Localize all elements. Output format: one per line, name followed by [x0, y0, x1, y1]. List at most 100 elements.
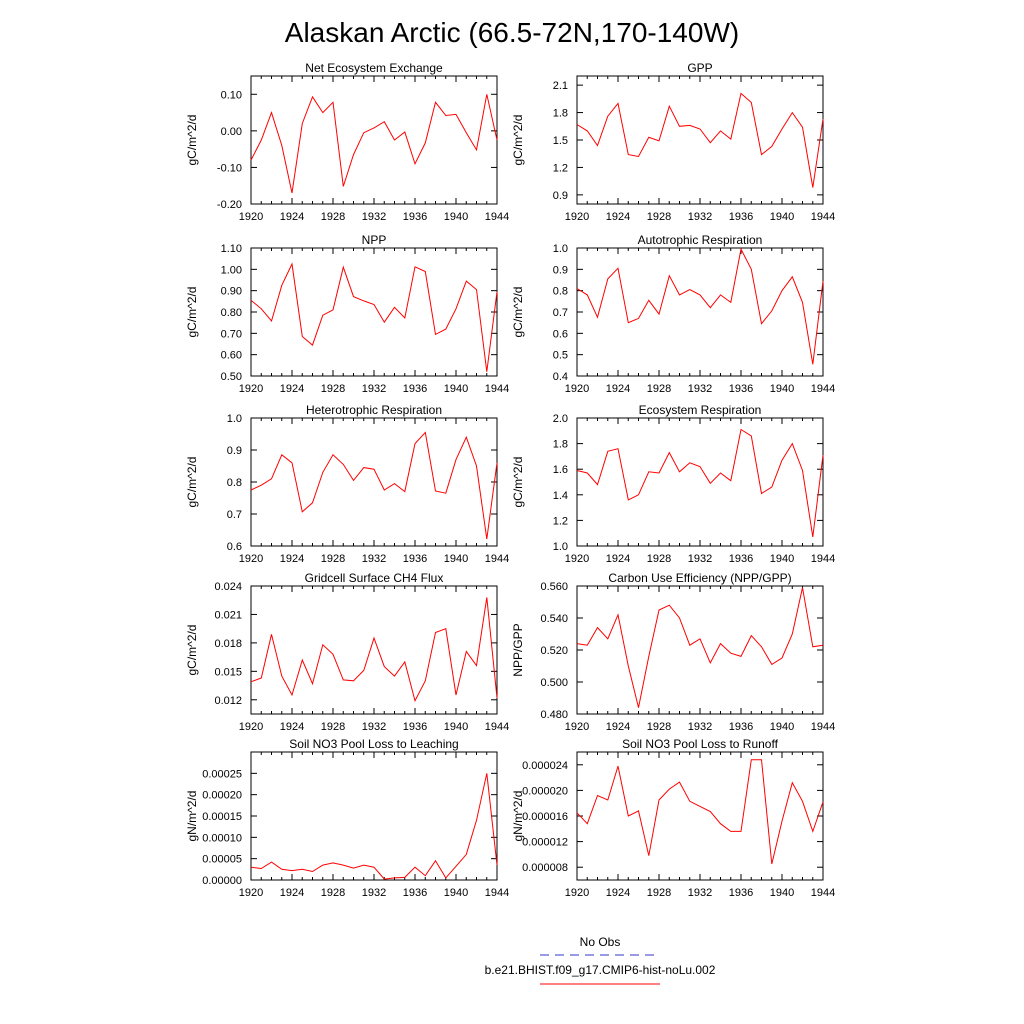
- x-tick-label: 1924: [606, 721, 630, 733]
- x-tick-label: 1924: [606, 383, 630, 395]
- x-tick-label: 1936: [403, 211, 427, 223]
- y-tick-label: 0.00: [221, 126, 242, 138]
- x-tick-label: 1944: [811, 383, 835, 395]
- x-tick-label: 1932: [688, 383, 712, 395]
- x-tick-label: 1920: [565, 887, 589, 899]
- x-tick-label: 1940: [444, 553, 468, 565]
- legend: No Obs b.e21.BHIST.f09_g17.CMIP6-hist-no…: [485, 935, 716, 985]
- x-tick-label: 1944: [811, 553, 835, 565]
- y-tick-label: 0.00010: [202, 832, 242, 844]
- plot-frame: [250, 247, 498, 377]
- y-axis-label: gC/m^2/d: [185, 287, 199, 338]
- x-tick-label: 1920: [565, 553, 589, 565]
- data-line: [576, 428, 824, 538]
- y-tick-label: 0.00015: [202, 811, 242, 823]
- y-tick-label: 0.012: [214, 695, 242, 707]
- data-line: [250, 94, 498, 194]
- y-tick-label: 0.021: [214, 609, 242, 621]
- panel-title: Ecosystem Respiration: [639, 403, 762, 417]
- y-tick-label: 1.6: [553, 464, 568, 476]
- y-tick-label: 0.8: [227, 477, 242, 489]
- x-tick-label: 1928: [647, 553, 671, 565]
- y-tick-label: 1.0: [227, 413, 242, 425]
- x-tick-label: 1920: [239, 887, 263, 899]
- x-tick-label: 1936: [729, 887, 753, 899]
- y-tick-label: 0.018: [214, 638, 242, 650]
- y-tick-label: 0.10: [221, 89, 242, 101]
- y-tick-label: 0.9: [553, 264, 568, 276]
- y-tick-label: 0.00005: [202, 854, 242, 866]
- y-axis-label: gN/m^2/d: [511, 791, 525, 842]
- x-tick-label: 1936: [729, 553, 753, 565]
- x-tick-label: 1944: [485, 721, 509, 733]
- x-tick-label: 1928: [647, 721, 671, 733]
- x-tick-label: 1920: [565, 721, 589, 733]
- x-tick-label: 1936: [729, 211, 753, 223]
- x-tick-label: 1944: [811, 721, 835, 733]
- y-tick-label: -0.10: [217, 162, 242, 174]
- x-tick-label: 1940: [770, 553, 794, 565]
- x-tick-label: 1940: [770, 721, 794, 733]
- y-axis-label: gC/m^2/d: [185, 625, 199, 676]
- y-tick-label: 0.520: [540, 645, 568, 657]
- x-tick-label: 1920: [239, 553, 263, 565]
- panel-9: Soil NO3 Pool Loss to Leaching 1920 1924 19…: [185, 737, 509, 899]
- plot-frame: [576, 75, 824, 205]
- x-tick-label: 1932: [688, 887, 712, 899]
- x-tick-label: 1920: [239, 211, 263, 223]
- x-tick-label: 1924: [280, 887, 304, 899]
- y-tick-label: 0.7: [553, 307, 568, 319]
- x-tick-label: 1928: [647, 383, 671, 395]
- y-tick-label: 1.8: [553, 439, 568, 451]
- y-tick-label: 0.00025: [202, 768, 242, 780]
- x-tick-label: 1924: [606, 887, 630, 899]
- x-tick-label: 1940: [444, 887, 468, 899]
- x-tick-label: 1936: [729, 383, 753, 395]
- y-tick-label: 1.2: [553, 162, 568, 174]
- y-tick-label: 0.000016: [522, 811, 568, 823]
- y-tick-label: 1.5: [553, 135, 568, 147]
- panel-title: Net Ecosystem Exchange: [305, 61, 443, 75]
- y-tick-label: 0.560: [540, 581, 568, 593]
- x-tick-label: 1924: [280, 383, 304, 395]
- y-tick-label: 0.6: [227, 541, 242, 553]
- plot-frame: [250, 75, 498, 205]
- legend-label-model-run: b.e21.BHIST.f09_g17.CMIP6-hist-noLu.002: [485, 963, 716, 977]
- y-tick-label: 0.015: [214, 666, 242, 678]
- x-tick-label: 1928: [647, 211, 671, 223]
- y-tick-label: 0.80: [221, 307, 242, 319]
- plot-frame: [576, 417, 824, 547]
- y-axis-label: gC/m^2/d: [185, 457, 199, 508]
- x-tick-label: 1936: [403, 553, 427, 565]
- data-line: [576, 759, 824, 865]
- y-tick-label: 0.60: [221, 350, 242, 362]
- plot-frame: [250, 417, 498, 547]
- y-tick-label: 0.50: [221, 371, 242, 383]
- panel-2: GPP 1920 1924 1928 1932 1936 1940 1944 0.9 1.2 1.5…: [511, 61, 835, 223]
- data-line: [250, 773, 498, 880]
- x-tick-label: 1924: [606, 553, 630, 565]
- y-axis-label: gC/m^2/d: [511, 115, 525, 166]
- panel-7: Gridcell Surface CH4 Flux 1920 1924 1928 193…: [185, 571, 509, 733]
- y-tick-label: 1.10: [221, 243, 242, 255]
- y-axis-label: gN/m^2/d: [185, 791, 199, 842]
- panel-4: Autotrophic Respiration 1920 1924 1928 1932 1…: [511, 233, 835, 395]
- y-tick-label: 0.8: [553, 286, 568, 298]
- y-axis-label: gC/m^2/d: [185, 115, 199, 166]
- x-tick-label: 1924: [280, 553, 304, 565]
- y-tick-label: 1.2: [553, 515, 568, 527]
- x-tick-label: 1936: [403, 721, 427, 733]
- y-tick-label: 0.9: [227, 445, 242, 457]
- y-tick-label: -0.20: [217, 199, 242, 211]
- x-tick-label: 1932: [362, 553, 386, 565]
- x-tick-label: 1940: [770, 383, 794, 395]
- y-tick-label: 0.00020: [202, 790, 242, 802]
- x-tick-label: 1944: [485, 887, 509, 899]
- panel-10: Soil NO3 Pool Loss to Runoff 1920 1924 1928…: [511, 737, 835, 899]
- x-tick-label: 1928: [321, 553, 345, 565]
- panel-title: Carbon Use Efficiency (NPP/GPP): [608, 571, 791, 585]
- data-line: [576, 92, 824, 188]
- y-tick-label: 0.6: [553, 328, 568, 340]
- x-tick-label: 1920: [239, 383, 263, 395]
- y-tick-label: 2.1: [553, 80, 568, 92]
